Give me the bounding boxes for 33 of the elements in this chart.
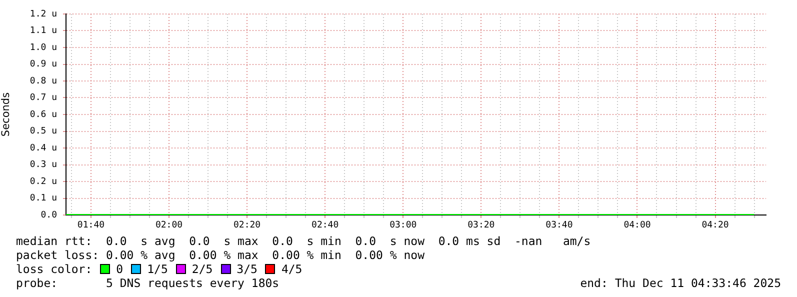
x-tick-label: 03:00 [390,220,417,231]
y-tick-label: 0.3 u [30,160,57,170]
text: 0 [116,262,124,276]
y-tick-label: 0.4 u [30,143,57,154]
text: packet loss: 0.00 % avg 0.00 % max 0.00 % min 0.00 % now [16,248,424,262]
y-tick-label: 0.6 u [30,110,57,120]
text: 1/5 [147,262,168,276]
y-axis-title: Seconds [0,92,12,137]
y-tick-label: 0.9 u [30,60,57,70]
x-tick-label: 01:40 [77,220,105,231]
y-tick-label: 1.1 u [30,26,57,36]
text: 2/5 [192,262,213,276]
x-tick-label: 04:20 [702,220,729,231]
y-tick-label: 0.7 u [30,93,57,104]
text: probe: 5 DNS requests every 180s [16,276,280,290]
text: end: Thu Dec 11 04:33:46 2025 [580,276,781,290]
x-tick-label: 02:40 [312,220,339,231]
x-tick-label: 02:20 [233,220,261,231]
y-tick-label: 0.5 u [30,126,57,137]
y-tick-label: 0.2 u [30,176,57,187]
x-tick-label: 04:00 [624,220,651,231]
y-tick-label: 1.0 u [30,42,57,53]
y-tick-label: 0.0 [40,210,57,220]
text: 3/5 [236,262,258,276]
y-tick-label: 0.8 u [30,76,57,86]
x-tick-label: 02:00 [155,220,183,231]
x-tick-label: 03:40 [546,220,573,231]
text: loss color: [16,262,92,276]
x-tick-label: 03:20 [468,220,495,231]
text: median rtt: 0.0 s avg 0.0 s max 0.0 s min 0.0 s now 0.0 ms sd -nan am/s [16,234,591,248]
y-tick-label: 0.1 u [30,194,57,204]
text: 4/5 [281,262,302,276]
y-tick-label: 1.2 u [30,9,57,20]
